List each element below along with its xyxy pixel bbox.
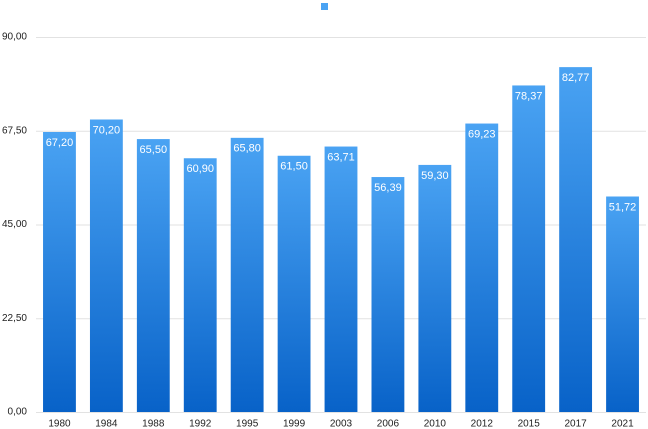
value-label: 51,72	[609, 201, 637, 213]
bar	[136, 139, 170, 413]
value-label: 78,37	[515, 90, 543, 102]
bar	[324, 146, 358, 412]
x-tick-label: 1984	[95, 419, 118, 429]
bar	[43, 132, 76, 412]
x-tick-label: 2017	[564, 419, 587, 429]
bar	[277, 155, 311, 412]
value-label: 63,71	[327, 151, 355, 163]
legend-swatch	[321, 3, 328, 10]
bar	[559, 67, 593, 412]
value-label: 59,30	[421, 170, 449, 182]
bar	[418, 164, 452, 412]
bar	[371, 177, 405, 412]
value-label: 65,50	[140, 144, 168, 156]
bar	[230, 137, 264, 413]
x-tick-label: 1999	[283, 419, 306, 429]
x-tick-label: 2006	[377, 419, 400, 429]
value-label: 70,20	[93, 124, 121, 136]
value-label: 65,80	[233, 143, 261, 155]
value-label: 82,77	[562, 72, 590, 84]
value-label: 60,90	[186, 163, 214, 175]
x-tick-label: 2003	[330, 419, 353, 429]
x-tick-label: 2021	[611, 419, 634, 429]
x-tick-label: 1988	[142, 419, 165, 429]
x-tick-label: 2012	[471, 419, 494, 429]
y-tick-label: 90,00	[2, 32, 27, 43]
x-tick-label: 2015	[518, 419, 541, 429]
value-label: 69,23	[468, 128, 496, 140]
value-label: 61,50	[280, 161, 308, 173]
y-tick-label: 67,50	[2, 125, 27, 136]
y-tick-label: 0,00	[8, 407, 28, 418]
value-label: 56,39	[374, 182, 402, 194]
bar	[183, 158, 217, 412]
bar	[89, 119, 123, 412]
bar	[465, 123, 499, 413]
x-tick-label: 1992	[189, 419, 212, 429]
value-label: 67,20	[46, 137, 74, 149]
x-tick-label: 1980	[48, 419, 71, 429]
bar	[606, 196, 639, 412]
y-tick-label: 22,50	[2, 313, 27, 324]
bar	[512, 85, 546, 412]
x-tick-label: 1995	[236, 419, 259, 429]
y-tick-label: 45,00	[2, 219, 27, 230]
x-tick-label: 2010	[424, 419, 447, 429]
